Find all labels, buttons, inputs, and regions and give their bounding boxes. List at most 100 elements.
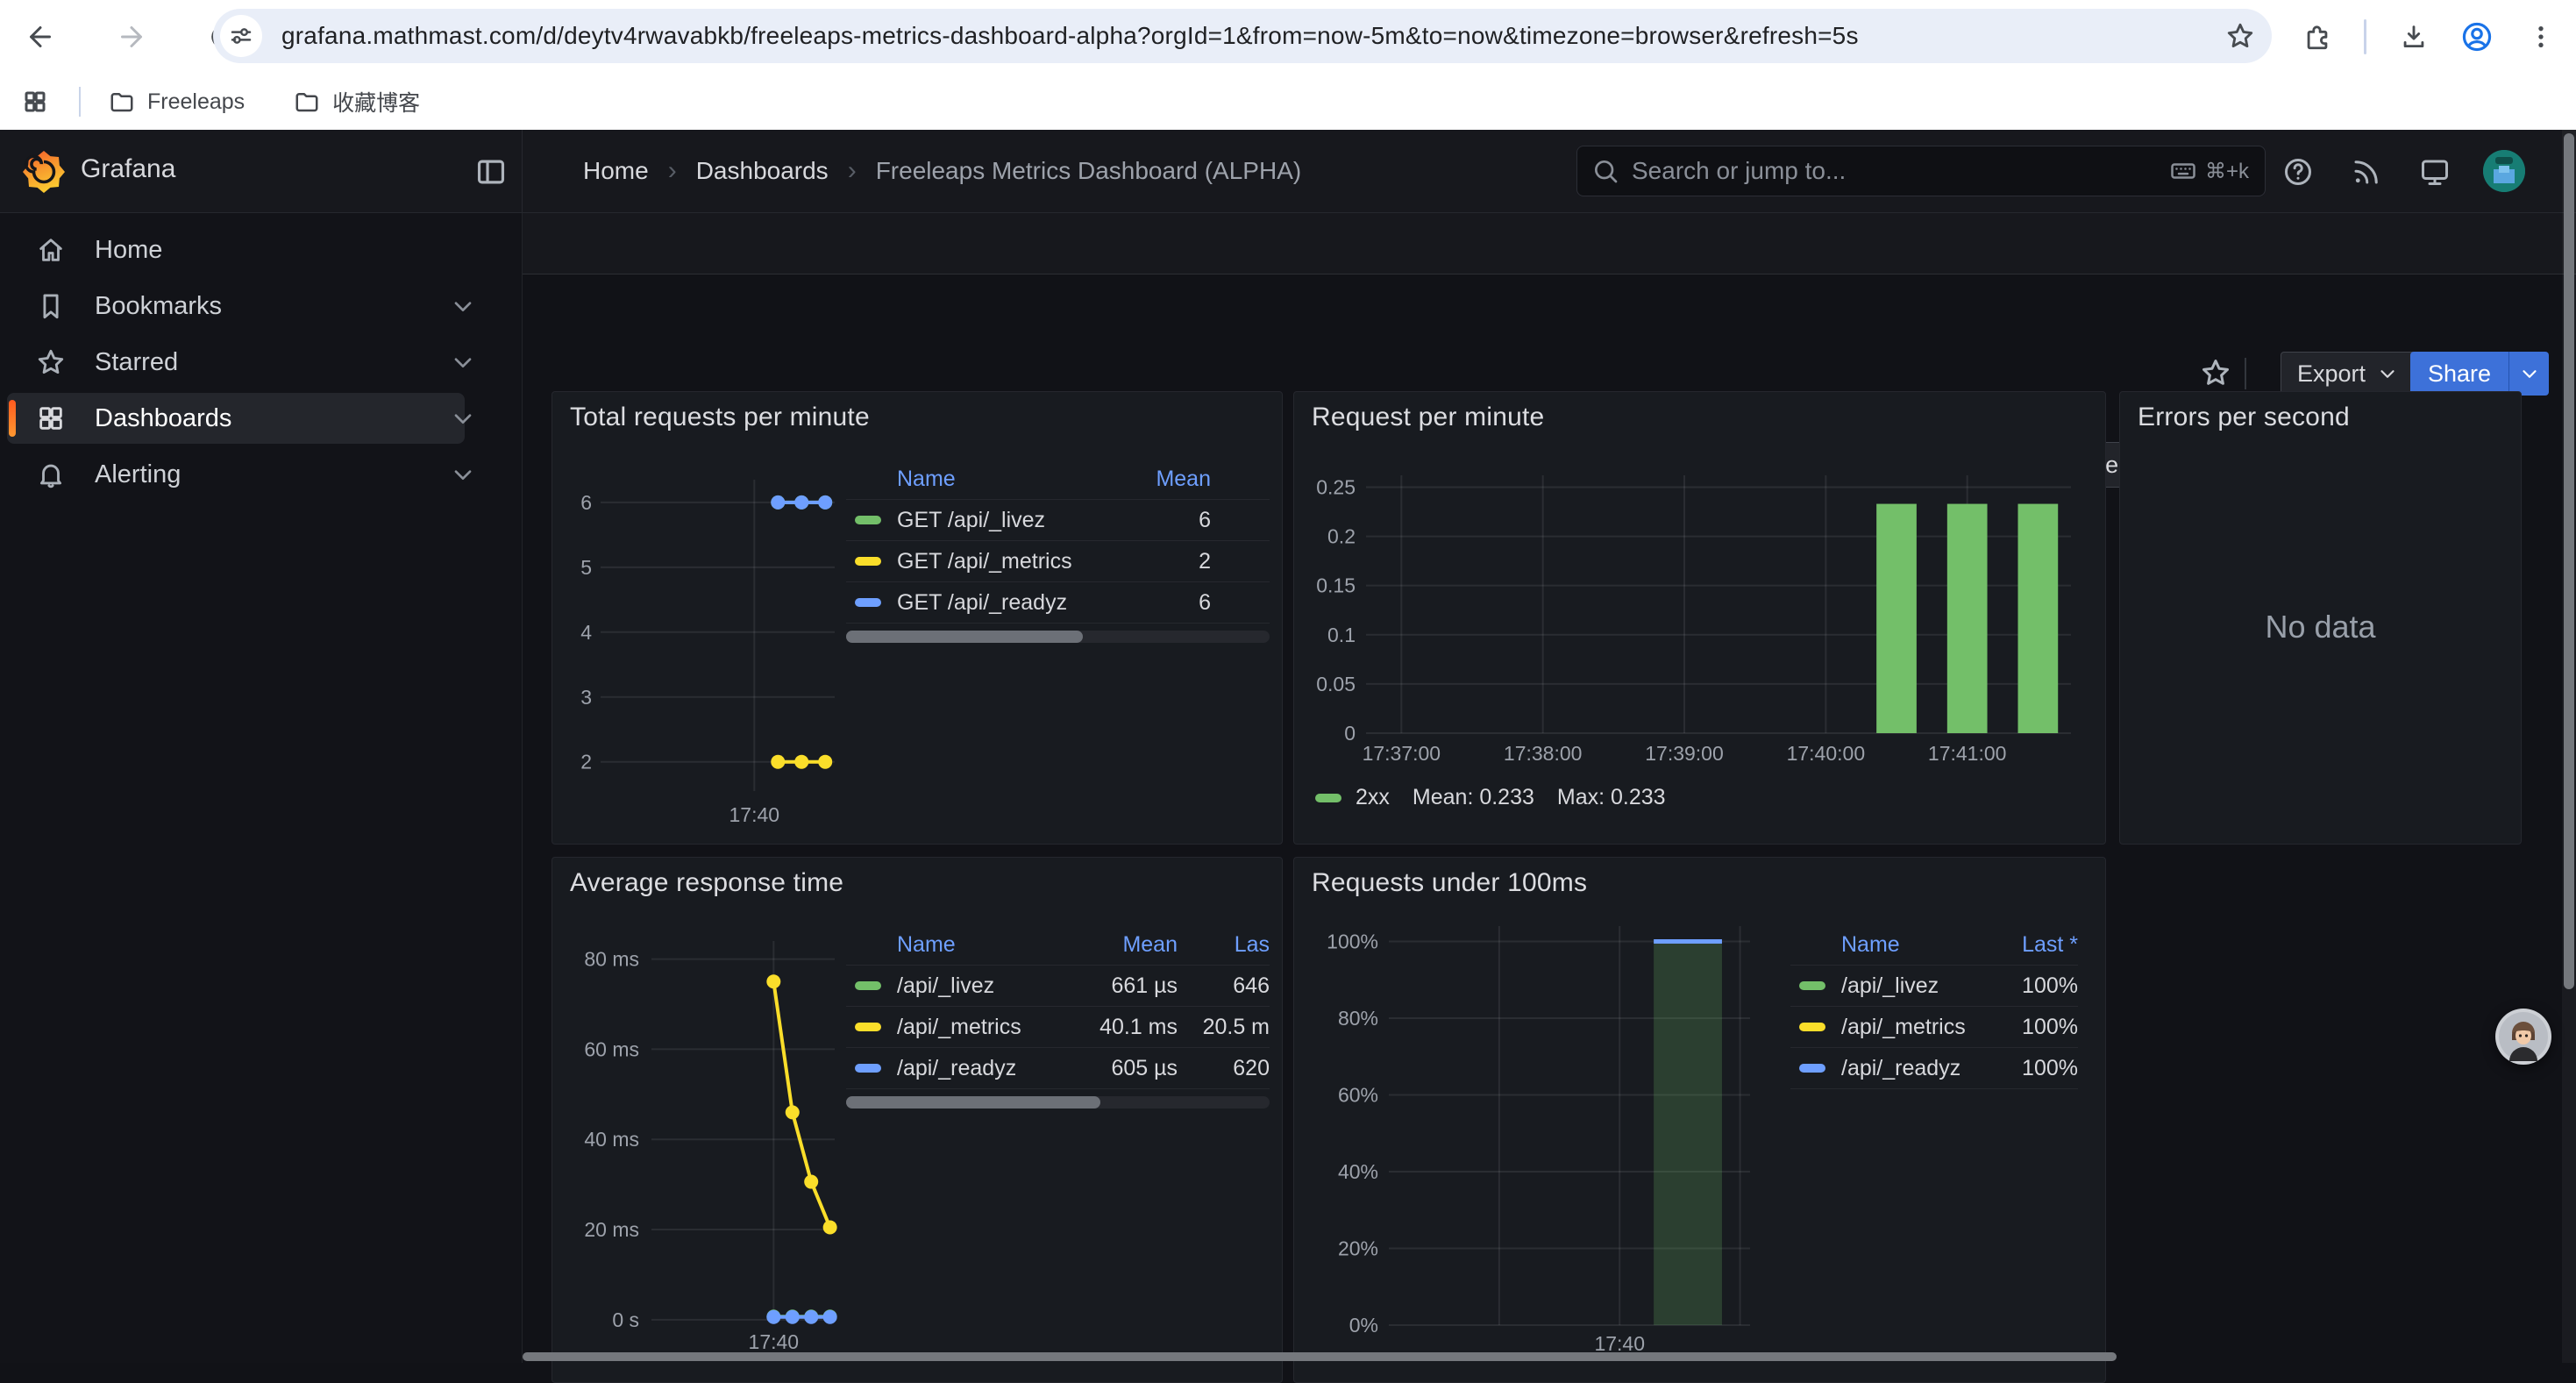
apps-grid-icon[interactable] xyxy=(11,77,60,126)
url-text[interactable]: grafana.mathmast.com/d/deytv4rwavabkb/fr… xyxy=(281,22,2214,50)
dock-menu-icon[interactable] xyxy=(472,153,510,191)
legend-header: NameMean xyxy=(846,459,1270,500)
breadcrumb-dashboards[interactable]: Dashboards xyxy=(696,157,829,185)
sidebar-item-alerting[interactable]: Alerting xyxy=(7,449,465,500)
legend-row[interactable]: GET /api/_metrics2 xyxy=(846,541,1270,582)
svg-text:17:39:00: 17:39:00 xyxy=(1645,742,1724,765)
svg-text:0: 0 xyxy=(1344,722,1356,745)
sidebar-item-starred[interactable]: Starred xyxy=(7,337,465,388)
legend-row[interactable]: GET /api/_readyz6 xyxy=(846,582,1270,624)
search-input[interactable]: Search or jump to... ⌘+k xyxy=(1576,146,2266,196)
assistant-avatar-widget[interactable] xyxy=(2495,1009,2551,1065)
breadcrumb-home[interactable]: Home xyxy=(583,157,649,185)
bookmarks-divider xyxy=(79,87,81,117)
bookmark-folder-blogs[interactable]: 收藏博客 xyxy=(281,81,432,123)
search-shortcut: ⌘+k xyxy=(2170,158,2249,184)
svg-text:4: 4 xyxy=(580,621,592,644)
active-indicator xyxy=(9,400,16,437)
svg-text:17:41:00: 17:41:00 xyxy=(1928,742,2007,765)
svg-text:100%: 100% xyxy=(1327,930,1378,953)
series-max: Max: 0.233 xyxy=(1557,785,1666,810)
legend-row[interactable]: /api/_metrics40.1 ms20.5 m xyxy=(846,1007,1270,1048)
share-menu-button[interactable] xyxy=(2508,352,2549,396)
address-bar[interactable]: grafana.mathmast.com/d/deytv4rwavabkb/fr… xyxy=(213,9,2272,63)
svg-text:17:37:00: 17:37:00 xyxy=(1363,742,1441,765)
dashboards-icon xyxy=(33,401,68,436)
no-data-message: No data xyxy=(2120,445,2521,809)
grafana-brand[interactable]: Grafana xyxy=(81,154,175,184)
legend-row[interactable]: /api/_livez100% xyxy=(1790,966,2078,1007)
chevron-down-icon[interactable] xyxy=(449,348,477,376)
browser-menu-icon[interactable] xyxy=(2515,11,2567,63)
grafana-nav-left: Grafana xyxy=(0,130,523,212)
help-icon[interactable] xyxy=(2278,152,2318,192)
svg-text:17:38:00: 17:38:00 xyxy=(1504,742,1583,765)
svg-text:17:40: 17:40 xyxy=(729,803,780,826)
request-per-minute-chart[interactable]: 00.050.10.150.20.2517:37:0017:38:0017:39… xyxy=(1294,392,2106,845)
legend-row[interactable]: /api/_metrics100% xyxy=(1790,1007,2078,1048)
forward-button[interactable] xyxy=(105,11,158,63)
breadcrumb-separator: › xyxy=(668,156,677,186)
toolbar-divider xyxy=(2364,19,2366,54)
news-rss-icon[interactable] xyxy=(2346,152,2387,192)
grafana-top-nav: Grafana Home › Dashboards › Freeleaps Me… xyxy=(0,130,2576,213)
bookmark-folder-freeleaps[interactable]: Freeleaps xyxy=(96,83,257,120)
svg-text:6: 6 xyxy=(580,491,592,514)
chevron-down-icon[interactable] xyxy=(449,460,477,488)
kiosk-monitor-icon[interactable] xyxy=(2415,152,2455,192)
sidebar-item-home[interactable]: Home xyxy=(7,225,465,275)
panel-title[interactable]: Errors per second xyxy=(2138,403,2350,432)
legend-table[interactable]: NameMeanLas/api/_livez661 µs646/api/_met… xyxy=(846,924,1270,1109)
downloads-icon[interactable] xyxy=(2387,11,2440,63)
export-button[interactable]: Export xyxy=(2281,352,2416,396)
actions-divider xyxy=(2245,358,2246,389)
svg-text:60 ms: 60 ms xyxy=(584,1037,639,1060)
extensions-icon[interactable] xyxy=(2291,11,2344,63)
svg-text:80%: 80% xyxy=(1338,1007,1378,1030)
sidebar-item-bookmarks[interactable]: Bookmarks xyxy=(7,281,465,331)
legend-scrollbar[interactable] xyxy=(846,1096,1270,1109)
bookmark-star-icon[interactable] xyxy=(2214,10,2266,62)
legend-scrollbar[interactable] xyxy=(846,631,1270,643)
user-avatar[interactable] xyxy=(2483,150,2525,192)
svg-text:2: 2 xyxy=(580,751,592,773)
home-icon xyxy=(33,232,68,267)
breadcrumb: Home › Dashboards › Freeleaps Metrics Da… xyxy=(583,130,1301,212)
series-name[interactable]: 2xx xyxy=(1356,785,1390,810)
back-button[interactable] xyxy=(14,11,67,63)
svg-text:0.2: 0.2 xyxy=(1327,525,1356,548)
legend-inline[interactable]: 2xx Mean: 0.233 Max: 0.233 xyxy=(1315,785,1666,810)
svg-text:0.25: 0.25 xyxy=(1316,475,1356,498)
svg-text:0 s: 0 s xyxy=(612,1308,639,1331)
favorite-star-icon[interactable] xyxy=(2195,353,2236,393)
legend-table[interactable]: NameMeanGET /api/_livez6GET /api/_metric… xyxy=(846,459,1270,643)
profile-icon[interactable] xyxy=(2451,11,2503,63)
vertical-scrollbar-thumb[interactable] xyxy=(2564,133,2574,989)
sidebar-item-dashboards[interactable]: Dashboards xyxy=(7,393,465,444)
legend-row[interactable]: /api/_livez661 µs646 xyxy=(846,966,1270,1007)
breadcrumb-current: Freeleaps Metrics Dashboard (ALPHA) xyxy=(876,157,1302,185)
share-button[interactable]: Share xyxy=(2410,352,2508,396)
legend-table[interactable]: NameLast */api/_livez100%/api/_metrics10… xyxy=(1790,924,2078,1089)
panel-average-response-time: Average response time 0 s20 ms40 ms60 ms… xyxy=(551,857,1283,1383)
svg-text:0%: 0% xyxy=(1349,1314,1378,1337)
sidebar-item-label: Home xyxy=(95,236,465,265)
bookmarks-icon xyxy=(33,289,68,324)
chevron-down-icon[interactable] xyxy=(449,292,477,320)
bookmark-label: 收藏博客 xyxy=(332,86,420,118)
keyboard-icon xyxy=(2170,158,2196,184)
svg-text:17:40:00: 17:40:00 xyxy=(1787,742,1866,765)
svg-text:80 ms: 80 ms xyxy=(584,948,639,971)
svg-text:0.15: 0.15 xyxy=(1316,574,1356,597)
site-settings-icon[interactable] xyxy=(220,15,262,57)
grafana-logo[interactable] xyxy=(23,151,65,193)
legend-header: NameMeanLas xyxy=(846,924,1270,966)
chevron-down-icon[interactable] xyxy=(449,404,477,432)
legend-row[interactable]: /api/_readyz605 µs620 xyxy=(846,1048,1270,1089)
svg-text:17:40: 17:40 xyxy=(749,1330,800,1353)
horizontal-scrollbar-thumb[interactable] xyxy=(523,1352,2117,1361)
legend-row[interactable]: /api/_readyz100% xyxy=(1790,1048,2078,1089)
series-mean: Mean: 0.233 xyxy=(1413,785,1534,810)
chevron-down-icon xyxy=(2376,362,2399,385)
legend-row[interactable]: GET /api/_livez6 xyxy=(846,500,1270,541)
